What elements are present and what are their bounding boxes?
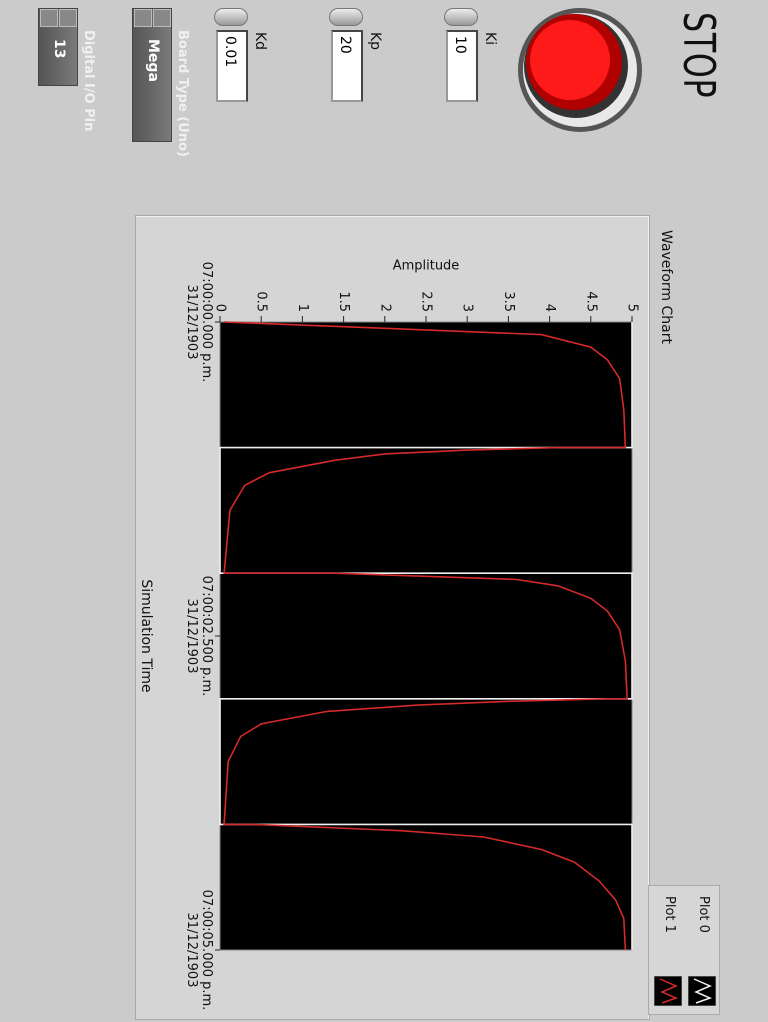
- x-tick-label: 07:00:02.500 p.m. 31/12/1903: [184, 575, 214, 697]
- legend-swatch: [654, 976, 682, 1006]
- button-face: [530, 20, 610, 100]
- x-tick-label: 07:00:00.000 p.m. 31/12/1903: [184, 261, 214, 383]
- swatch-line: [659, 978, 679, 1004]
- y-tick-label: 1.5: [336, 291, 351, 312]
- y-tick-label: 3.5: [501, 291, 516, 312]
- y-tick-label: 4: [542, 304, 557, 312]
- swatch-line: [693, 978, 713, 1004]
- legend: Plot 0 Plot 1: [648, 885, 720, 1015]
- series-line: [223, 321, 628, 951]
- x-tick-label: 07:00:05.000 p.m. 31/12/1903: [184, 889, 214, 1011]
- y-tick-label: 0.5: [254, 291, 269, 312]
- y-axis-label: Amplitude: [393, 259, 460, 274]
- y-tick-label: 5: [625, 304, 640, 312]
- series-line: [219, 322, 633, 950]
- x-axis-label: Simulation Time: [138, 579, 154, 693]
- y-tick-label: 0: [213, 304, 228, 312]
- legend-swatch: [688, 976, 716, 1006]
- plot-area: [219, 321, 633, 951]
- y-tick-label: 2: [377, 304, 392, 312]
- y-tick-label: 1: [295, 304, 310, 312]
- y-tick-label: 3: [460, 304, 475, 312]
- y-tick-label: 2.5: [419, 291, 434, 312]
- y-tick-label: 4.5: [583, 291, 598, 312]
